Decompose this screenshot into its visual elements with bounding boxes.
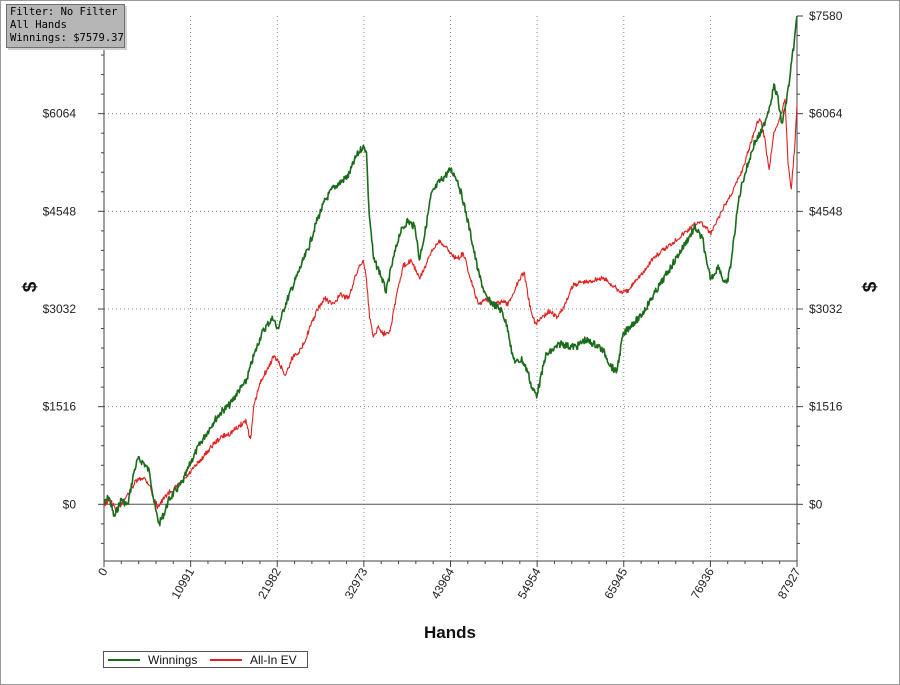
y-tick-label-left: $4548 — [43, 204, 77, 218]
y-axis-title-left: $ — [20, 281, 41, 292]
x-tick-label: 54954 — [515, 565, 544, 601]
x-tick-label: 0 — [95, 565, 111, 578]
y-axis-title-right: $ — [860, 281, 881, 292]
y-tick-label-right: $0 — [809, 497, 823, 511]
legend-label-winnings: Winnings — [148, 653, 198, 667]
x-tick-label: 87927 — [775, 565, 804, 601]
series-line-winnings — [103, 15, 798, 527]
y-tick-label-right: $3032 — [809, 302, 843, 316]
legend-item-allin-ev: All-In EV — [210, 653, 308, 667]
y-tick-label-right: $4548 — [809, 204, 843, 218]
x-tick-label: 43964 — [428, 565, 457, 601]
series-lines — [103, 15, 798, 527]
y-tick-label-left: $1516 — [43, 400, 77, 414]
legend-label-allin-ev: All-In EV — [250, 653, 297, 667]
legend-item-winnings: Winnings — [108, 653, 208, 667]
winnings-total: Winnings: $7579.37 — [10, 32, 124, 44]
x-tick-label: 76936 — [688, 565, 717, 601]
y-tick-label-right: $1516 — [809, 400, 843, 414]
legend-swatch-allin-ev — [210, 659, 242, 661]
tick-labels: $0 $0 $1516 $1516 $3032 $3032 $4548 $4548 $6064 $… — [43, 9, 843, 601]
x-tick-label: 21982 — [255, 565, 284, 601]
y-tick-label-right: $6064 — [809, 107, 843, 121]
y-tick-label-right: $7580 — [809, 9, 843, 23]
x-axis-title: Hands — [424, 623, 476, 642]
y-tick-label-left: $6064 — [43, 107, 77, 121]
x-tick-label: 10991 — [168, 565, 197, 601]
legend: Winnings All-In EV — [103, 651, 308, 668]
y-tick-label-left: $0 — [63, 497, 77, 511]
x-tick-label: 65945 — [602, 565, 631, 601]
filter-label: Filter: No Filter — [10, 6, 118, 18]
y-tick-label-left: $3032 — [43, 302, 77, 316]
series-line-allin-ev — [103, 98, 798, 513]
scope-label: All Hands — [10, 19, 67, 31]
grid — [104, 16, 797, 561]
x-tick-label: 32973 — [342, 565, 371, 601]
legend-swatch-winnings — [108, 659, 140, 661]
filter-info-box: Filter: No Filter All Hands Winnings: $7… — [6, 4, 125, 48]
